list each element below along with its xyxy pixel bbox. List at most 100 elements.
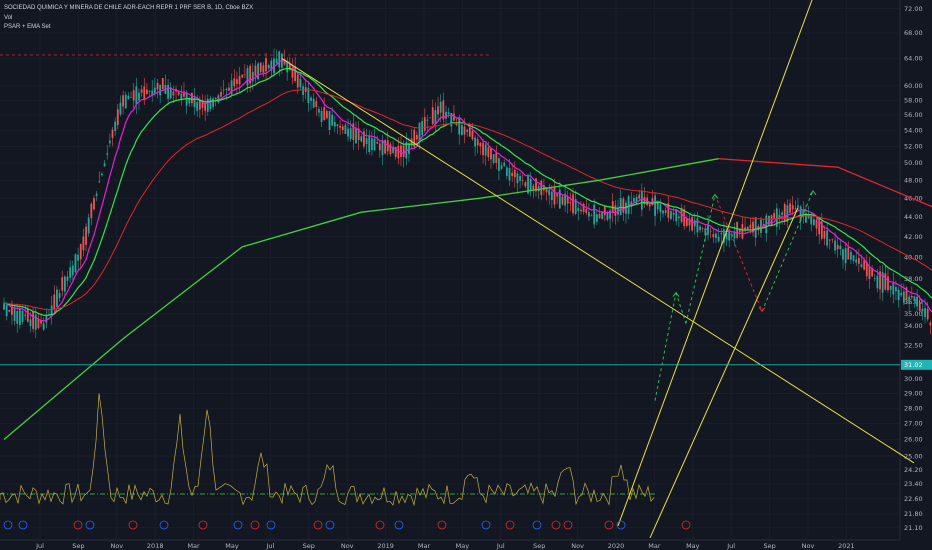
projection-segment <box>761 190 814 312</box>
candle-body <box>738 229 741 232</box>
candle-body <box>781 212 784 215</box>
candle-body <box>527 174 529 194</box>
candle-body <box>286 61 289 73</box>
candle-body <box>895 287 897 292</box>
candle-body <box>850 251 852 260</box>
event-marker-icon <box>325 520 335 530</box>
candle-body <box>5 304 8 317</box>
x-tick-label: Jul <box>265 542 274 550</box>
candle-body <box>762 224 765 226</box>
candle-body <box>450 112 453 127</box>
event-marker-icon <box>266 520 276 530</box>
projection-arrowhead <box>672 291 680 297</box>
candle-body <box>662 210 664 214</box>
candle-body <box>238 76 241 85</box>
candle-body <box>839 245 842 250</box>
candle-body <box>691 217 694 231</box>
x-tick-label: 2020 <box>608 542 625 550</box>
candle-body <box>82 236 85 251</box>
candle-body <box>543 185 545 191</box>
candle-body <box>799 206 802 221</box>
candle-body <box>553 186 556 205</box>
candle-body <box>887 276 889 291</box>
candle-body <box>241 74 244 78</box>
candle-body <box>778 214 781 220</box>
event-marker-icon <box>394 520 404 530</box>
indicator-legend[interactable]: PSAR + EMA Set <box>4 24 51 30</box>
candle-body <box>69 267 72 278</box>
candle-body <box>307 87 310 104</box>
y-tick-label: 25.00 <box>904 452 923 460</box>
candle-body <box>185 93 188 106</box>
candle-body <box>13 308 16 322</box>
candle-body <box>598 214 601 218</box>
candle-body <box>291 67 294 78</box>
candle-body <box>500 165 503 169</box>
candle-body <box>855 259 858 263</box>
candle-body <box>161 78 164 90</box>
candle-body <box>347 128 349 137</box>
ema-200-falling-line <box>718 158 932 208</box>
candle-body <box>775 208 778 227</box>
volume-legend[interactable]: Vol <box>4 15 13 21</box>
price-axis-strip <box>900 0 932 550</box>
event-marker-icon <box>681 520 691 530</box>
candle-body <box>842 249 844 260</box>
x-tick-label: May <box>686 542 700 550</box>
candle-body <box>789 203 791 213</box>
projection-arrowhead <box>711 193 719 199</box>
candle-body <box>670 211 672 220</box>
event-marker-icon <box>551 520 561 530</box>
candle-body <box>116 109 119 126</box>
volume-line <box>0 393 655 507</box>
candle-body <box>296 74 299 88</box>
candle-body <box>124 94 127 109</box>
candle-body <box>572 194 574 214</box>
event-marker-icon <box>563 520 573 530</box>
candle-body <box>355 128 357 144</box>
candle-body <box>635 196 638 204</box>
y-tick-label: 68.00 <box>904 29 923 37</box>
candle-body <box>294 66 297 81</box>
candle-body <box>339 125 342 128</box>
candle-body <box>918 301 921 311</box>
candle-body <box>908 296 911 305</box>
candle-body <box>574 199 577 214</box>
candle-body <box>593 204 596 225</box>
candle-body <box>715 233 717 239</box>
y-tick-label: 21.10 <box>904 524 923 532</box>
x-tick-label: 2018 <box>147 542 164 550</box>
candle-body <box>601 211 604 219</box>
candle-body <box>921 308 924 312</box>
candle-body <box>704 228 707 236</box>
candle-body <box>400 145 402 158</box>
candle-body <box>198 99 201 110</box>
candle-body <box>66 276 69 281</box>
candle-body <box>535 178 537 192</box>
candle-body <box>302 86 304 96</box>
candle-body <box>42 323 45 330</box>
event-marker-icon <box>18 520 28 530</box>
event-marker-icon <box>250 520 260 530</box>
event-marker-icon <box>505 520 515 530</box>
x-tick-label: Mar <box>418 542 431 550</box>
candle-body <box>344 124 347 134</box>
candle-body <box>924 308 926 318</box>
candle-body <box>270 60 273 71</box>
candle-body <box>910 295 913 298</box>
candle-body <box>717 236 720 242</box>
candle-body <box>828 239 831 241</box>
event-marker-icon <box>128 520 138 530</box>
candle-body <box>167 84 169 99</box>
candle-body <box>328 111 331 130</box>
candle-body <box>889 285 892 290</box>
candle-body <box>749 224 752 229</box>
candle-body <box>397 145 400 159</box>
candle-body <box>53 294 56 310</box>
candle-body <box>476 139 479 146</box>
candle-body <box>183 91 185 97</box>
projection-segment <box>654 292 677 401</box>
candle-body <box>26 309 29 322</box>
y-tick-label: 54.00 <box>904 127 923 135</box>
